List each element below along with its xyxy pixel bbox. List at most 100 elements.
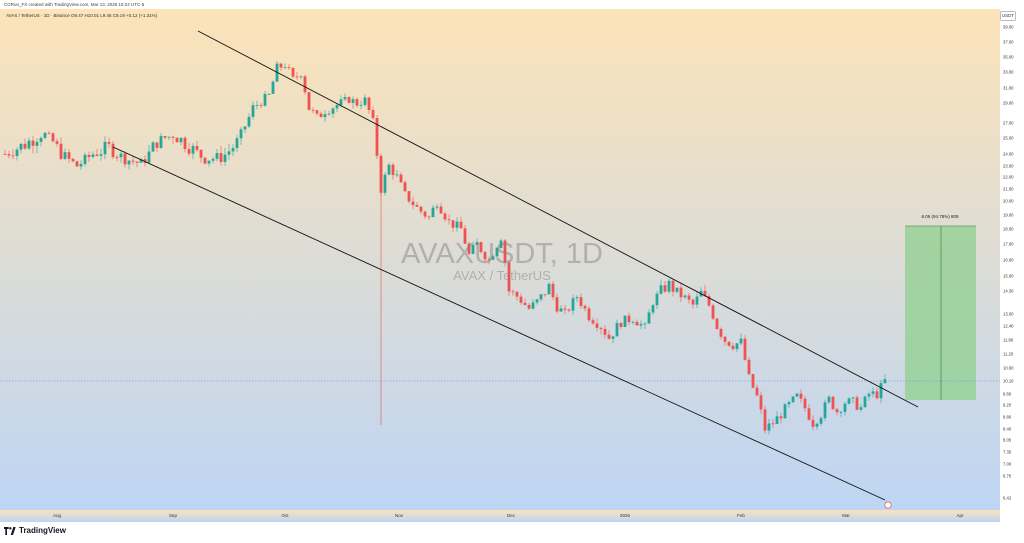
candle-body	[503, 240, 507, 263]
candle-body	[655, 293, 659, 306]
candle-body	[75, 161, 79, 167]
candle-body	[163, 136, 167, 138]
time-tick-label: Sep	[169, 513, 178, 518]
price-tick-label: 21.00	[1003, 187, 1014, 192]
candle-body	[479, 242, 483, 253]
time-tick-label: Apr	[956, 513, 964, 518]
candle-body	[595, 323, 599, 328]
candle-body	[319, 113, 323, 118]
candle-body	[431, 207, 435, 218]
candle-body	[103, 141, 107, 155]
time-tick-label: Feb	[737, 513, 745, 518]
candle-body	[371, 110, 375, 119]
candle-body	[111, 143, 115, 158]
candle-body	[519, 296, 523, 303]
candle-body	[707, 296, 711, 306]
candle-body	[287, 67, 291, 69]
candle-body	[395, 174, 399, 176]
candle-body	[47, 132, 51, 134]
candle-body	[199, 149, 203, 158]
candle-body	[267, 93, 271, 95]
candle-body	[475, 242, 479, 245]
candle-body	[747, 359, 751, 375]
candle-body	[175, 137, 179, 143]
price-tick-label: 12.40	[1003, 324, 1014, 329]
candle-body	[427, 216, 431, 218]
measure-tool[interactable]	[905, 225, 976, 400]
candle-body	[131, 160, 135, 162]
measure-box[interactable]	[905, 226, 976, 400]
price-tick-label: 35.00	[1003, 55, 1014, 60]
candle-body	[855, 397, 859, 410]
candle-body	[443, 213, 447, 220]
tradingview-brand[interactable]: TradingView	[4, 526, 66, 535]
time-axis[interactable]: Aug Sep Oct Nov Dec 2026 Feb Mar Apr	[53, 513, 964, 518]
currency-badge[interactable]: USDT	[1000, 11, 1016, 21]
candle-body	[7, 154, 11, 156]
upper-channel-line[interactable]	[197, 30, 919, 408]
candle-body	[647, 312, 651, 324]
candle-body	[875, 391, 879, 399]
price-tick-label: 7.35	[1003, 450, 1012, 455]
chart-byline: CGRun_FX created with TradingView.com, M…	[4, 2, 145, 7]
candle-body	[247, 116, 251, 127]
candle-body	[159, 136, 163, 148]
candle-body	[807, 408, 811, 420]
price-tick-label: 25.00	[1003, 136, 1014, 141]
price-tick-label: 31.00	[1003, 86, 1014, 91]
candle-body	[531, 302, 535, 309]
candle-body	[703, 290, 707, 297]
candle-body	[487, 259, 491, 261]
candle-body	[607, 334, 611, 339]
candle-body	[363, 97, 367, 105]
candle-body	[379, 155, 383, 193]
price-tick-label: 10.10	[1003, 379, 1014, 384]
candle-body	[507, 262, 511, 292]
candle-body	[39, 137, 43, 142]
plot-background	[0, 9, 1000, 520]
price-axis[interactable]: 39.00 37.00 35.00 33.00 31.00 29.00 27.00 25.00…	[1003, 25, 1014, 501]
candle-body	[355, 99, 359, 106]
candle-body	[463, 228, 467, 244]
candle-body	[423, 211, 427, 217]
lower-channel-line[interactable]	[112, 146, 886, 501]
price-tick-label: 8.80	[1003, 415, 1012, 420]
candle-body	[843, 403, 847, 412]
candle-body	[387, 164, 391, 175]
candle-body	[571, 298, 575, 311]
candle-body	[767, 423, 771, 431]
candle-body	[759, 395, 763, 410]
candle-body	[43, 132, 47, 138]
price-tick-label: 6.42	[1003, 496, 1012, 501]
candle-body	[19, 143, 23, 150]
candle-body	[95, 154, 99, 156]
candle-body	[451, 220, 455, 228]
candle-body	[239, 129, 243, 139]
candle-body	[491, 256, 495, 260]
candle-body	[231, 148, 235, 152]
candle-body	[551, 283, 555, 298]
watermark-name: AVAX / TetherUS	[453, 268, 551, 283]
price-tick-label: 27.00	[1003, 121, 1014, 126]
trend-channel[interactable]	[112, 30, 919, 501]
candle-body	[795, 393, 799, 397]
candle-body	[291, 67, 295, 77]
candle-body	[31, 140, 35, 146]
candle-body	[499, 240, 503, 248]
candle-body	[307, 92, 311, 110]
candle-body	[203, 157, 207, 164]
price-tick-label: 9.60	[1003, 392, 1012, 397]
candle-body	[303, 76, 307, 93]
tradingview-logo-icon	[4, 526, 16, 535]
candle-body	[179, 137, 183, 143]
price-tick-label: 23.00	[1003, 164, 1014, 169]
candle-body	[727, 341, 731, 346]
price-tick-label: 29.00	[1003, 101, 1014, 106]
replay-marker-icon[interactable]	[884, 501, 892, 509]
candlestick-series	[3, 60, 887, 435]
candle-body	[611, 336, 615, 339]
candle-body	[831, 396, 835, 410]
candle-body	[143, 159, 147, 163]
price-tick-label: 24.00	[1003, 152, 1014, 157]
